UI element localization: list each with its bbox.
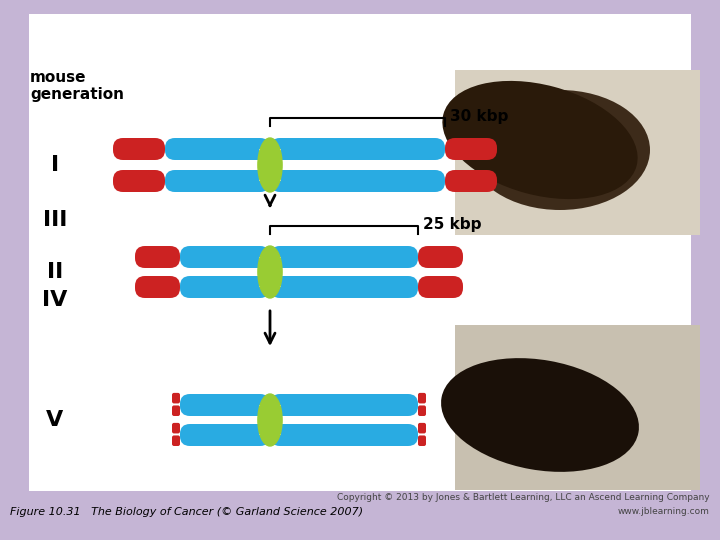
Wedge shape [259, 170, 281, 181]
Text: IV: IV [42, 290, 68, 310]
FancyBboxPatch shape [418, 276, 463, 298]
Wedge shape [259, 405, 281, 416]
FancyBboxPatch shape [113, 170, 165, 192]
Bar [455, 70, 700, 235]
FancyBboxPatch shape [270, 276, 418, 298]
Bar [455, 325, 700, 490]
FancyBboxPatch shape [270, 170, 445, 192]
Wedge shape [259, 257, 281, 268]
Text: III: III [42, 210, 67, 230]
FancyBboxPatch shape [270, 394, 418, 416]
FancyBboxPatch shape [270, 138, 445, 160]
FancyBboxPatch shape [418, 393, 426, 403]
Text: Copyright © 2013 by Jones & Bartlett Learning, LLC an Ascend Learning Company: Copyright © 2013 by Jones & Bartlett Lea… [338, 494, 710, 503]
FancyBboxPatch shape [135, 276, 180, 298]
Wedge shape [259, 424, 281, 435]
Ellipse shape [441, 358, 639, 472]
FancyBboxPatch shape [172, 435, 180, 446]
Ellipse shape [258, 246, 282, 298]
Ellipse shape [258, 138, 282, 192]
FancyBboxPatch shape [418, 246, 463, 268]
Ellipse shape [258, 394, 282, 446]
Text: www.jblearning.com: www.jblearning.com [618, 508, 710, 516]
Text: 30 kbp: 30 kbp [450, 109, 508, 124]
Wedge shape [259, 149, 281, 160]
FancyBboxPatch shape [180, 394, 270, 416]
FancyBboxPatch shape [172, 406, 180, 416]
FancyBboxPatch shape [113, 138, 165, 160]
Bar [455, 70, 700, 235]
FancyBboxPatch shape [172, 423, 180, 434]
FancyBboxPatch shape [180, 424, 270, 446]
Bar [29, 14, 691, 491]
FancyBboxPatch shape [418, 406, 426, 416]
FancyBboxPatch shape [270, 246, 418, 268]
FancyBboxPatch shape [270, 424, 418, 446]
Text: 25 kbp: 25 kbp [423, 217, 482, 232]
FancyBboxPatch shape [165, 138, 270, 160]
Wedge shape [259, 276, 281, 287]
FancyBboxPatch shape [135, 246, 180, 268]
FancyBboxPatch shape [418, 423, 426, 434]
Text: V: V [46, 410, 63, 430]
FancyBboxPatch shape [418, 435, 426, 446]
Text: Figure 10.31   The Biology of Cancer (© Garland Science 2007): Figure 10.31 The Biology of Cancer (© Ga… [10, 507, 363, 517]
FancyBboxPatch shape [180, 246, 270, 268]
FancyBboxPatch shape [172, 393, 180, 403]
Text: II: II [47, 262, 63, 282]
Text: mouse
generation: mouse generation [30, 70, 124, 103]
Ellipse shape [442, 81, 638, 199]
Ellipse shape [470, 90, 650, 210]
FancyBboxPatch shape [165, 170, 270, 192]
FancyBboxPatch shape [445, 170, 497, 192]
Text: I: I [51, 155, 59, 175]
FancyBboxPatch shape [445, 138, 497, 160]
FancyBboxPatch shape [180, 276, 270, 298]
